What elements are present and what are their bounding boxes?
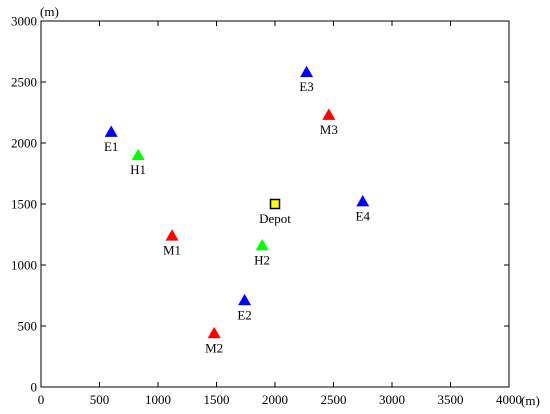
y-axis-unit-label: (m): [40, 4, 59, 19]
axis-tick-labels: 0 500 1000 1500 2000 2500 3000 3500 4000 0 500 1000…: [11, 14, 522, 408]
y-tick-label-3: 1500: [11, 197, 37, 212]
point-label-e4: E4: [356, 209, 371, 224]
x-tick-label-7: 3500: [438, 392, 464, 407]
point-marker-depot: [269, 198, 281, 210]
point-marker-e3: [300, 65, 314, 78]
x-axis-unit-label: (m): [521, 393, 540, 408]
x-tick-label-6: 3000: [379, 392, 405, 407]
y-tick-label-0: 0: [31, 380, 38, 395]
y-tick-label-5: 2500: [11, 75, 37, 90]
point-marker-e1: [104, 125, 118, 137]
x-tick-label-3: 1500: [204, 392, 230, 407]
y-tick-label-2: 1000: [11, 258, 37, 273]
point-label-h1: H1: [130, 162, 146, 177]
y-tick-label-6: 3000: [11, 14, 37, 29]
point-marker-m2: [207, 326, 221, 339]
x-tick-label-8: 4000: [496, 392, 522, 407]
point-marker-m3: [322, 108, 336, 120]
y-tick-label-4: 2000: [11, 136, 37, 151]
point-marker-e2: [238, 293, 252, 306]
point-label-e1: E1: [104, 139, 118, 154]
point-label-m2: M2: [205, 340, 223, 355]
x-tick-label-4: 2000: [262, 392, 288, 407]
point-marker-e4: [356, 195, 370, 207]
x-tick-label-5: 2500: [321, 392, 347, 407]
x-tick-label-0: 0: [38, 392, 45, 407]
point-marker-h1: [131, 148, 145, 161]
point-marker-h2: [255, 238, 269, 251]
y-tick-label-1: 500: [18, 319, 38, 334]
point-marker-m1: [165, 229, 179, 241]
x-tick-label-1: 500: [90, 392, 110, 407]
point-label-e3: E3: [299, 79, 313, 94]
point-label-h2: H2: [254, 252, 270, 267]
x-tick-label-2: 1000: [145, 392, 171, 407]
point-label-m3: M3: [320, 122, 338, 137]
axis-ticks: [40, 20, 510, 388]
point-label-depot: Depot: [259, 211, 291, 226]
point-label-m1: M1: [163, 243, 181, 258]
data-points: E1 H1 M1 M2 E2 H2 Depot E3 M3 E4: [104, 65, 371, 355]
point-label-e2: E2: [237, 307, 251, 322]
